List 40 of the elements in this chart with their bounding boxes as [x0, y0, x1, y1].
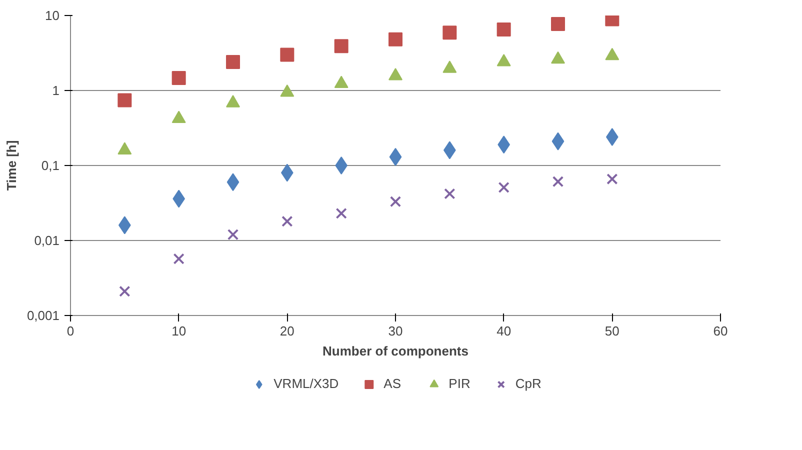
x-tick-label: 20: [280, 324, 294, 338]
point: [226, 54, 240, 69]
point: [336, 208, 347, 219]
point: [334, 39, 348, 54]
point: [496, 22, 511, 37]
y-tick-label: 10: [45, 8, 60, 23]
legend-label: AS: [384, 376, 402, 391]
point: [227, 228, 239, 240]
legend-label: VRML/X3D: [274, 376, 339, 391]
point: [173, 253, 184, 264]
x-tick-label: 60: [713, 324, 728, 338]
x-tick-label: 10: [172, 324, 186, 338]
point: [172, 70, 186, 85]
point: [390, 196, 402, 208]
legend-label: CpR: [515, 376, 542, 391]
point: [280, 48, 294, 62]
x-axis-title: Number of components: [322, 344, 468, 358]
point: [444, 188, 456, 200]
point: [551, 17, 565, 32]
y-tick-label: 0,001: [26, 308, 60, 323]
point: [442, 26, 457, 40]
y-axis-title: Time [h]: [4, 140, 19, 191]
point: [119, 286, 130, 297]
x-tick-label: 50: [604, 324, 620, 338]
point: [226, 173, 240, 192]
point: [118, 93, 132, 108]
x-tick-label: 0: [66, 324, 74, 338]
y-tick-label: 0,01: [34, 233, 60, 248]
point: [606, 173, 618, 185]
legend-label: PIR: [448, 376, 470, 391]
point: [552, 176, 564, 188]
x-tick-label: 30: [388, 324, 403, 338]
point: [552, 132, 564, 150]
point: [498, 182, 510, 194]
x-tick-label: 40: [496, 324, 512, 338]
y-tick-label: 1: [52, 83, 60, 98]
y-tick-label: 0,1: [41, 158, 60, 173]
point: [389, 148, 402, 166]
point: [282, 216, 293, 227]
point: [388, 32, 402, 46]
